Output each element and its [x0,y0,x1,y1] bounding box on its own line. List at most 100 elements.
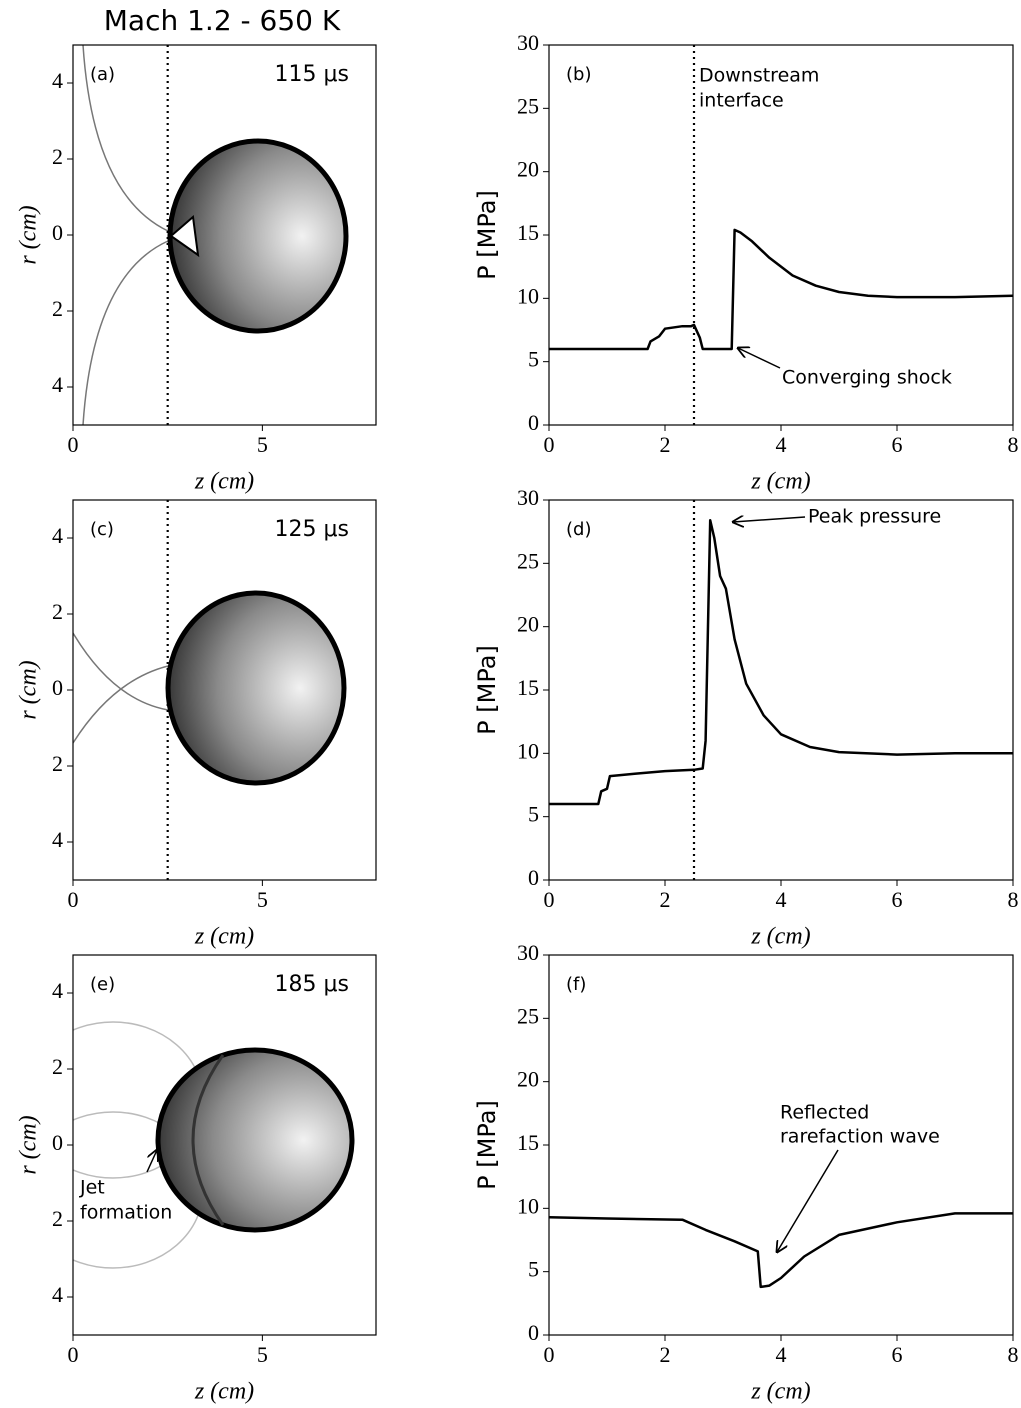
panel: 0 2 4 6 8 0 5 10 15 20 25 30 z (cm) P [MPa] (b) Downstr… [473,30,1019,494]
x-tick-label: 0 [68,432,79,457]
annotation: Peak pressure [808,506,941,528]
panel-label: (d) [566,519,591,540]
y-tick-label: 0 [52,1130,63,1155]
y-tick-label: 5 [528,347,539,372]
y-tick-label: 4 [52,978,63,1003]
annotation: Reflected [780,1102,869,1124]
x-tick-label: 5 [257,432,268,457]
annotation-arrow [146,1150,157,1173]
x-tick-label: 0 [68,1342,79,1367]
x-tick-label: 0 [544,887,555,912]
image-feature [165,590,347,786]
y-tick-label: 10 [517,1193,539,1218]
panel-label: (f) [566,974,586,995]
annotation: formation [80,1202,172,1224]
panel: 0 2 4 6 8 0 5 10 15 20 25 30 z (cm) P [MPa] (d) Peak pr… [473,485,1019,949]
pressure-line [549,228,1014,351]
annotation-arrow [777,1149,839,1252]
x-axis-label: z (cm) [194,1379,254,1405]
x-tick-label: 4 [776,887,787,912]
time-label: 185 μs [275,972,349,997]
y-tick-label: 2 [52,296,63,321]
y-tick-label: 0 [52,220,63,245]
panel: 0 5 4 2 0 2 4 z (cm) r (cm) (e) 185 μs Jet formation [16,954,377,1405]
y-tick-label: 10 [517,738,539,763]
y-tick-label: 0 [52,675,63,700]
y-tick-label: 20 [517,157,539,182]
time-label: 125 μs [275,517,349,542]
plot-area [549,955,1013,1335]
panel: 0 2 4 6 8 0 5 10 15 20 25 30 z (cm) P [MPa] (f) Reflect… [473,940,1019,1404]
annotation: rarefaction wave [780,1126,940,1148]
y-tick-label: 2 [52,1206,63,1231]
image-feature [191,1054,225,1226]
schlieren-image [82,45,349,425]
y-tick-label: 25 [517,548,539,573]
y-tick-label: 30 [517,30,539,55]
time-label: 115 μs [275,62,349,87]
schlieren-image [73,1021,355,1269]
y-tick-label: 25 [517,93,539,118]
annotation: Jet [79,1177,105,1199]
x-tick-label: 2 [660,1342,671,1367]
annotation: Converging shock [782,367,952,389]
image-feature [73,665,169,744]
x-tick-label: 8 [1008,432,1019,457]
y-axis-label: r (cm) [16,205,42,264]
y-tick-label: 4 [52,68,63,93]
image-feature [73,632,169,711]
y-tick-label: 4 [52,1282,63,1307]
x-tick-label: 2 [660,887,671,912]
annotation-arrow [738,348,781,369]
x-tick-label: 6 [892,887,903,912]
plot-area [549,500,1013,880]
y-tick-label: 15 [517,220,539,245]
plot-area [549,45,1013,425]
x-tick-label: 4 [776,1342,787,1367]
x-axis-label: z (cm) [750,469,810,495]
y-tick-label: 0 [528,865,539,890]
y-tick-label: 2 [52,1054,63,1079]
y-axis-label: P [MPa] [473,190,501,280]
x-axis-label: z (cm) [194,924,254,950]
x-tick-label: 6 [892,1342,903,1367]
x-tick-label: 5 [257,1342,268,1367]
pressure-line [549,519,1013,806]
panel: 0 5 4 2 0 2 4 z (cm) r (cm) (c) 125 μs [16,499,377,950]
x-tick-label: 6 [892,432,903,457]
pressure-line [548,1212,1013,1289]
y-axis-label: r (cm) [16,1115,42,1174]
panel-label: (a) [90,64,115,85]
y-tick-label: 2 [52,144,63,169]
annotation: Downstream [699,65,819,87]
y-tick-label: 0 [528,410,539,435]
y-tick-label: 10 [517,283,539,308]
y-tick-label: 2 [52,751,63,776]
figure-title: Mach 1.2 - 650 K [104,4,341,37]
y-tick-label: 2 [52,599,63,624]
x-axis-label: z (cm) [194,469,254,495]
y-axis-label: P [MPa] [473,645,501,735]
image-feature [169,215,200,258]
y-tick-label: 15 [517,1130,539,1155]
y-tick-label: 30 [517,940,539,965]
x-axis-label: z (cm) [750,924,810,950]
y-tick-label: 5 [528,802,539,827]
x-tick-label: 0 [544,1342,555,1367]
x-tick-label: 5 [257,887,268,912]
y-tick-label: 30 [517,485,539,510]
y-tick-label: 5 [528,1257,539,1282]
x-tick-label: 2 [660,432,671,457]
y-axis-label: P [MPa] [473,1100,501,1190]
x-tick-label: 8 [1008,887,1019,912]
image-feature [82,45,169,232]
x-axis-label: z (cm) [750,1379,810,1405]
image-feature [155,1047,355,1233]
y-tick-label: 15 [517,675,539,700]
y-tick-label: 20 [517,612,539,637]
panel-label: (c) [90,519,114,540]
panel-label: (b) [566,64,591,85]
x-tick-label: 4 [776,432,787,457]
y-tick-label: 4 [52,827,63,852]
y-tick-label: 25 [517,1003,539,1028]
